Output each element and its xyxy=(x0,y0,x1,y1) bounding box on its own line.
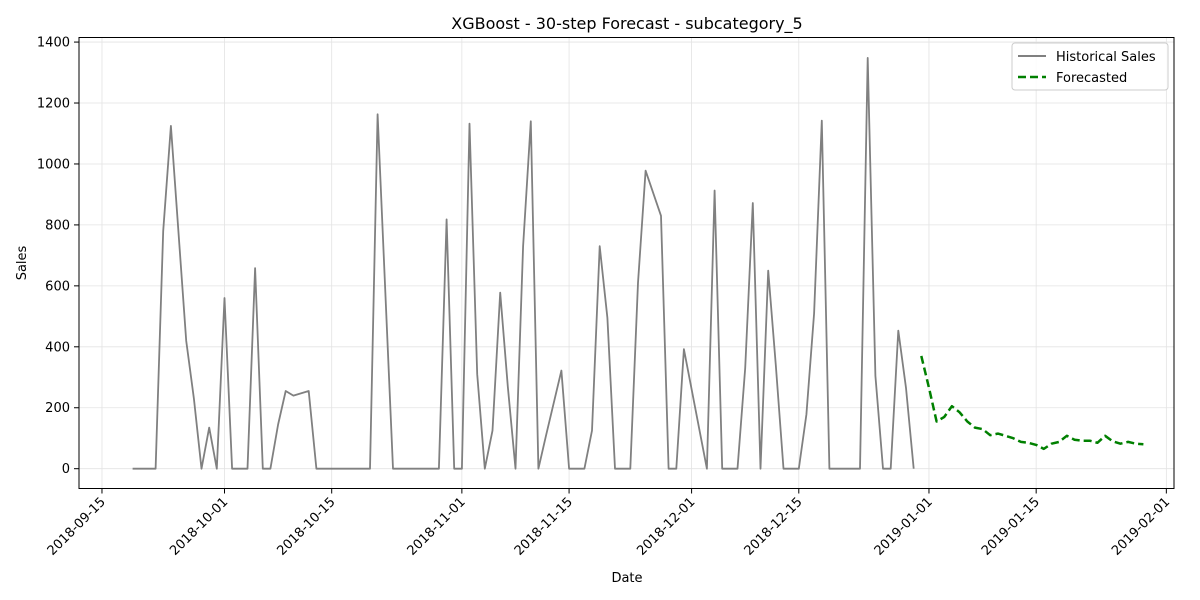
series-line-forecast xyxy=(920,355,1144,451)
x-tick-label: 2018-12-15 xyxy=(742,495,806,559)
y-tick-label: 1000 xyxy=(37,157,70,172)
x-tick-label: 2018-11-01 xyxy=(405,495,469,559)
series-layer xyxy=(132,57,1144,470)
legend-label-forecast: Forecasted xyxy=(1056,71,1127,86)
y-axis: 0 200 400 600 800 1000 1200 1400 xyxy=(37,36,79,477)
y-tick-label: 1200 xyxy=(37,97,70,112)
x-tick-label: 2018-09-15 xyxy=(45,495,109,559)
x-tick-label: 2018-11-15 xyxy=(512,495,576,559)
x-tick-label: 2018-10-01 xyxy=(167,495,231,559)
series-line-historical xyxy=(132,57,915,470)
chart-title: XGBoost - 30-step Forecast - subcategory… xyxy=(451,14,802,34)
x-tick-label: 2018-12-01 xyxy=(634,495,698,559)
y-axis-label: Sales xyxy=(15,245,30,280)
grid-lines xyxy=(79,37,1174,489)
x-tick-label: 2019-02-01 xyxy=(1109,495,1173,559)
x-tick-label: 2019-01-15 xyxy=(979,495,1043,559)
plot-frame xyxy=(78,37,1175,489)
y-tick-label: 1400 xyxy=(37,36,70,51)
x-tick-label: 2018-10-15 xyxy=(274,495,338,559)
y-tick-label: 400 xyxy=(45,340,70,355)
y-tick-label: 600 xyxy=(45,279,70,294)
legend-box xyxy=(1011,42,1169,91)
y-tick-label: 800 xyxy=(45,218,70,233)
x-axis: 2018-09-15 2018-10-01 2018-10-15 2018-11-01… xyxy=(45,488,1173,559)
y-tick-label: 0 xyxy=(62,462,70,477)
x-axis-label: Date xyxy=(611,571,642,586)
legend-label-historical: Historical Sales xyxy=(1056,50,1156,65)
y-tick-label: 200 xyxy=(45,401,70,416)
x-tick-label: 2019-01-01 xyxy=(872,495,936,559)
legend: Historical Sales Forecasted xyxy=(1011,42,1169,91)
